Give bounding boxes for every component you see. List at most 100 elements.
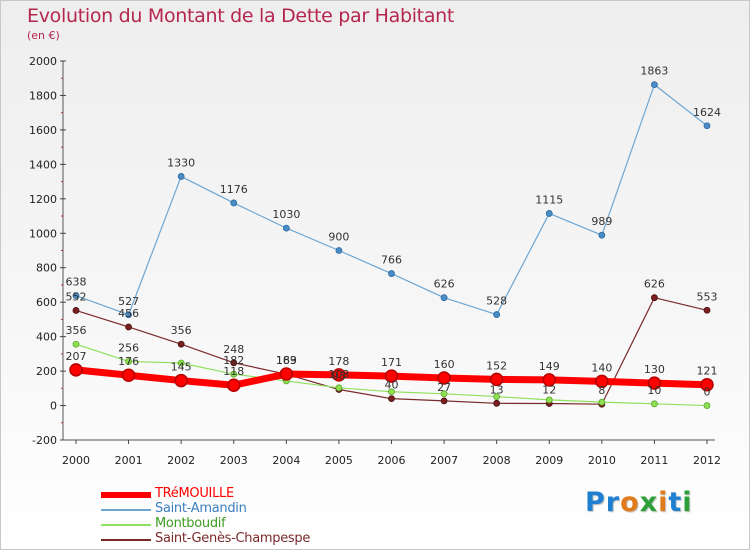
legend-label-2: Montboudif (155, 516, 226, 531)
legend-swatch-2 (101, 524, 151, 526)
x-tick-label-2: 2002 (167, 454, 195, 467)
data-label-s2-12: 0 (704, 386, 711, 399)
y-tick-label-6: 1000 (29, 227, 57, 240)
data-label-s0-12: 121 (697, 365, 718, 378)
chart-unit-label: (en €) (27, 29, 60, 42)
data-label-s2-1: 256 (118, 341, 139, 354)
data-label-s3-6: 40 (385, 379, 399, 392)
legend-item-2: Montboudif (101, 516, 361, 531)
data-label-s0-11: 130 (644, 363, 665, 376)
data-label-s3-8: 13 (490, 383, 504, 396)
series-1-point-9 (545, 210, 553, 217)
data-label-s3-2: 356 (171, 324, 192, 337)
series-2-point-0 (72, 340, 80, 348)
data-label-s1-2: 1330 (167, 156, 195, 169)
data-label-s3-7: 27 (437, 381, 451, 394)
series-1-point-4 (282, 224, 290, 232)
y-tick-label-1: 0 (50, 400, 57, 413)
logo-letter-5: t (668, 487, 683, 518)
series-3-point-0 (72, 307, 80, 314)
data-label-s2-5: 103 (328, 368, 349, 381)
logo-letter-1: r (605, 487, 621, 518)
series-0-point-6 (384, 369, 399, 383)
series-1-point-5 (335, 247, 343, 254)
series-2-point-1 (125, 358, 132, 365)
series-1-point-2 (177, 173, 185, 180)
data-label-s0-1: 176 (118, 355, 139, 368)
legend-item-0: TRéMOUILLE (101, 486, 361, 501)
data-label-s1-5: 900 (328, 231, 349, 244)
data-label-s1-10: 989 (591, 215, 612, 228)
data-label-s1-4: 1030 (272, 208, 300, 221)
series-0-point-3 (227, 378, 241, 392)
series-3-point-12 (703, 306, 711, 314)
data-label-s3-12: 553 (697, 290, 718, 303)
x-tick-label-7: 2007 (430, 454, 458, 467)
data-label-s1-8: 528 (486, 295, 507, 308)
x-tick-label-3: 2003 (220, 454, 248, 467)
logo-letter-4: i (658, 487, 669, 518)
series-2-point-8 (493, 393, 501, 400)
data-label-s0-0: 207 (66, 350, 87, 363)
data-label-s0-6: 171 (381, 356, 402, 369)
y-tick-label-5: 800 (36, 262, 57, 275)
series-2-point-10 (598, 398, 606, 406)
series-0-point-7 (437, 371, 451, 385)
legend-swatch-0 (101, 492, 151, 498)
chart-title: Evolution du Montant de la Dette par Hab… (27, 5, 455, 27)
proxiti-logo: Proxiti (585, 487, 693, 518)
data-label-s3-4: 169 (276, 354, 297, 367)
series-1-point-12 (703, 122, 711, 130)
series-2-point-11 (651, 400, 658, 408)
y-tick-label-8: 1400 (29, 158, 57, 171)
series-3-point-2 (177, 340, 185, 348)
data-label-s3-0: 552 (66, 290, 87, 303)
data-label-s0-9: 149 (539, 360, 560, 373)
data-label-s1-9: 1115 (535, 193, 563, 206)
x-tick-label-1: 2001 (115, 454, 143, 467)
data-label-s0-3: 118 (223, 365, 244, 378)
series-3-point-7 (440, 397, 448, 405)
series-2-point-2 (177, 359, 185, 367)
legend-item-3: Saint-Genès-Champespe (101, 531, 361, 546)
x-tick-label-12: 2012 (693, 454, 721, 467)
data-label-s2-0: 356 (66, 324, 87, 337)
x-tick-label-0: 2000 (62, 454, 90, 467)
legend-swatch-1 (101, 509, 151, 511)
series-1-point-11 (651, 81, 658, 89)
series-2-point-3 (230, 370, 238, 378)
legend-label-1: Saint-Amandin (155, 501, 247, 516)
data-label-s2-11: 10 (647, 384, 661, 397)
data-label-s0-10: 140 (591, 361, 612, 374)
series-0-point-5 (332, 368, 346, 382)
series-0-point-4 (279, 367, 294, 381)
y-tick-label-3: 400 (36, 331, 57, 344)
series-1-point-0 (72, 292, 80, 300)
y-tick-label-2: 200 (36, 365, 57, 378)
legend-item-1: Saint-Amandin (101, 501, 361, 516)
series-3-point-6 (388, 395, 395, 403)
legend-label-3: Saint-Genès-Champespe (155, 531, 311, 546)
series-3-point-11 (651, 294, 658, 302)
data-label-s0-2: 145 (171, 361, 192, 374)
data-label-s1-6: 766 (381, 254, 402, 267)
series-1-point-3 (230, 199, 238, 207)
data-label-s0-8: 152 (486, 359, 507, 372)
y-tick-label-11: 2000 (29, 55, 57, 68)
data-label-s0-4: 183 (276, 354, 297, 367)
data-label-s1-0: 638 (66, 276, 87, 289)
series-2-point-12 (703, 402, 711, 409)
y-tick-label-9: 1600 (29, 124, 57, 137)
series-3-point-3 (230, 359, 238, 367)
data-label-s0-7: 160 (434, 358, 455, 371)
data-label-s1-3: 1176 (220, 183, 248, 196)
x-tick-label-6: 2006 (378, 454, 406, 467)
data-label-s0-5: 178 (328, 355, 349, 368)
series-1-point-10 (598, 231, 606, 239)
series-0-point-12 (700, 377, 714, 392)
data-label-s3-5: 93 (332, 370, 346, 383)
series-2-point-9 (545, 396, 553, 404)
y-tick-label-7: 1200 (29, 193, 57, 206)
series-1-point-1 (125, 311, 132, 319)
logo-letter-3: x (639, 487, 659, 518)
